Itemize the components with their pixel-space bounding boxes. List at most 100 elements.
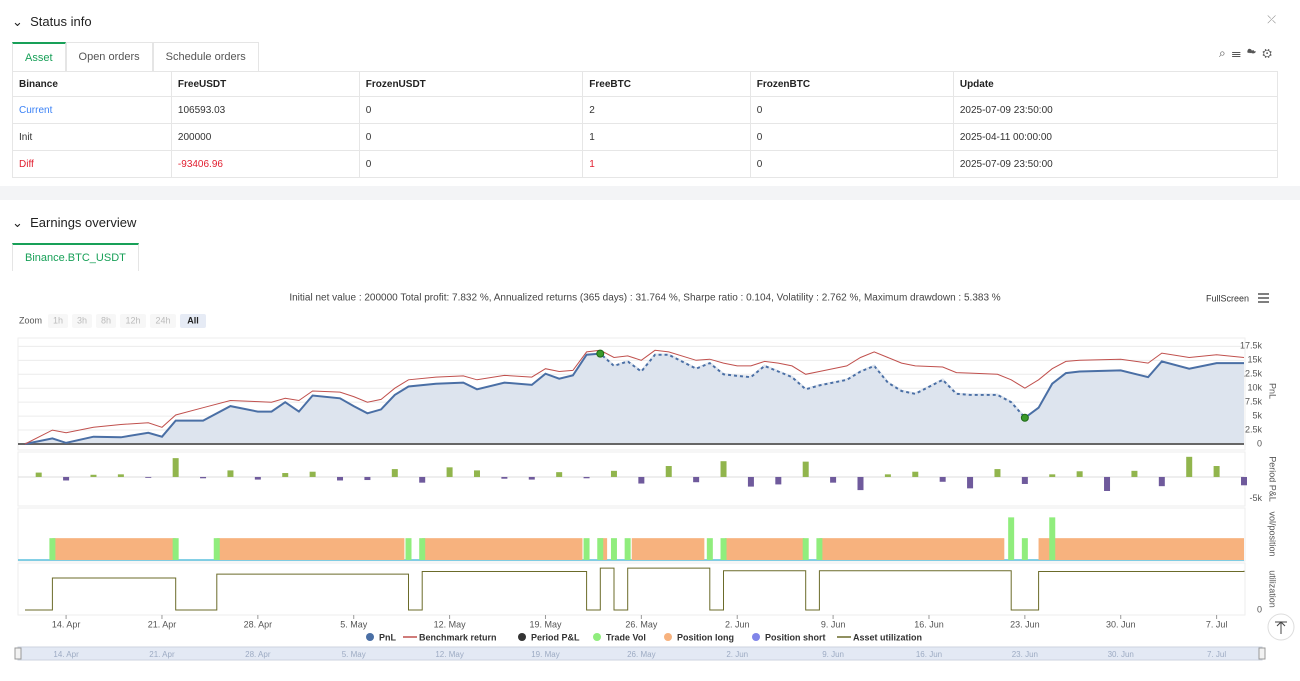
trade-vol-bar [583,538,590,560]
navigator-label: 30. Jun [1108,650,1134,659]
x-tick-label: 19. May [529,619,562,629]
cell: Diff [12,150,172,178]
legend-label[interactable]: Benchmark return [419,632,497,642]
trade-vol-bar [213,538,220,560]
symbol-tab[interactable]: Binance.BTC_USDT [12,243,139,271]
period-bar [912,471,919,477]
fullscreen-button[interactable]: FullScreen [1206,293,1249,303]
zoom-button-label[interactable]: 12h [125,315,140,325]
menu-icon[interactable] [1258,293,1269,303]
period-bar [693,476,700,483]
status-panel: ⌄ Status info ⤫ ⌕☰☁⚙ Asset Open orders S… [0,0,1300,186]
zoom-button-label[interactable]: 3h [77,315,87,325]
panel-frame [17,562,1246,616]
period-bar [254,476,261,480]
navigator-label: 23. Jun [1012,650,1038,659]
panel-frame [17,507,1246,562]
drawdown-dash [599,352,1026,419]
collapse-icon[interactable]: ⤫ [1267,14,1276,26]
status-tabs: Asset Open orders Schedule orders [12,42,259,72]
period-bar [1186,456,1193,477]
y-tick-label: 17.5k [1240,341,1263,351]
scroll-top-icon [1275,621,1287,634]
legend-label[interactable]: Period P&L [531,632,580,642]
tab[interactable]: Asset [12,42,66,72]
navigator-handle[interactable] [14,647,22,660]
legend-label[interactable]: Position long [677,632,734,642]
cell: 0 [358,96,584,124]
zoom-button[interactable] [72,314,92,328]
legend-label[interactable]: Asset utilization [853,632,922,642]
legend-label[interactable]: Trade Vol [606,632,646,642]
zoom-button-label[interactable]: 1h [53,315,63,325]
cell: 0 [358,123,584,151]
zoom-button[interactable] [150,314,176,328]
legend-symbol [366,633,374,641]
zoom-button[interactable] [48,314,68,328]
period-bar [419,476,426,483]
period-bar [1021,476,1028,484]
column-header[interactable]: FrozenBTC [749,71,954,97]
toolbar-icons[interactable]: ⌕☰☁⚙ [1218,46,1278,60]
cell: 2025-04-11 00:00:00 [952,123,1279,151]
table-row: Diff -93406.96 0 1 0 2025-07-09 23:50:00 [12,150,1279,178]
earnings-header[interactable]: ⌄ Earnings overview [12,215,137,230]
navigator-label: 28. Apr [245,650,271,659]
y-tick-label: 2.5k [1245,424,1263,434]
status-header[interactable]: ⌄ Status info [12,14,92,29]
x-tick-label: 7. Jul [1206,619,1228,629]
column-header[interactable]: FreeUSDT [170,71,360,97]
zoom-button-label[interactable]: 24h [155,315,170,325]
trade-vol-bar [49,538,56,560]
zoom-button-label[interactable]: All [187,315,199,325]
cell: 0 [358,150,584,178]
period-bar [610,470,617,477]
legend-label[interactable]: Position short [765,632,826,642]
tab[interactable]: Schedule orders [152,42,259,72]
zoom-button[interactable] [180,314,206,328]
trade-vol-bar [172,538,179,560]
y-tick-label: 15k [1247,355,1262,365]
navigator-label: 14. Apr [53,650,79,659]
period-bar [665,466,672,477]
series-line [24,349,1245,445]
period-bar [1158,476,1165,487]
cell: 2025-07-09 23:50:00 [952,150,1279,178]
column-header[interactable]: FrozenUSDT [358,71,584,97]
period-bar [90,474,97,477]
zoom-button[interactable] [120,314,146,328]
period-bar [63,476,70,481]
period-bar [583,476,590,479]
navigator-label: 7. Jul [1207,650,1226,659]
period-bar [309,471,316,477]
trade-vol-bar [405,538,412,560]
column-header[interactable]: Update [952,71,1279,97]
x-tick-label: 16. Jun [914,619,944,629]
zoom-button[interactable] [96,314,116,328]
period-bar [747,476,754,487]
period-bar [857,476,864,491]
trade-vol-bar [624,538,631,560]
cell: 200000 [170,123,360,151]
navigator-label: 12. May [435,650,463,659]
column-header[interactable]: FreeBTC [582,71,751,97]
legend-symbol [752,633,760,641]
x-tick-label: 14. Apr [52,619,81,629]
navigator-handle[interactable] [1258,647,1266,660]
legend-label[interactable]: PnL [379,632,397,642]
axis-label: PnL [1268,383,1278,399]
trade-vol-bar [802,538,809,560]
cell: 1 [582,150,751,178]
x-tick-label: 9. Jun [821,619,846,629]
period-bar [967,476,974,489]
navigator-label: 21. Apr [149,650,175,659]
navigator[interactable] [17,646,1263,661]
tab[interactable]: Open orders [65,42,153,72]
column-header[interactable]: Binance [12,71,172,97]
zoom-button-label[interactable]: 8h [101,315,111,325]
period-bar [1241,476,1247,486]
header-row: Binance FreeUSDT FrozenUSDT FreeBTC FrozenBT… [12,71,1279,97]
table-row: Init 200000 0 1 0 2025-04-11 00:00:00 [12,123,1279,151]
period-bar [35,472,42,477]
